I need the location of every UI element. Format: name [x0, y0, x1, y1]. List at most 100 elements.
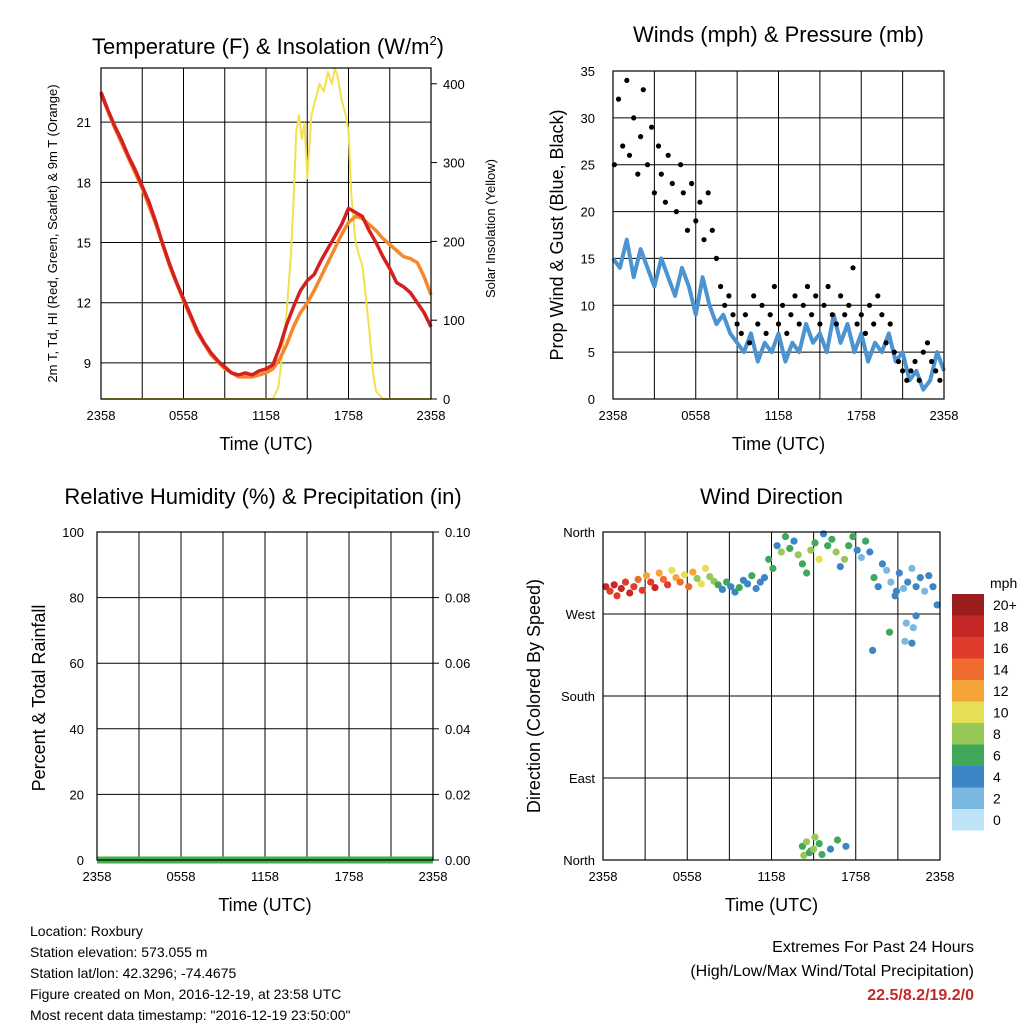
legend-swatch — [952, 615, 984, 637]
x-tick-label: 1158 — [251, 869, 279, 884]
gust-point — [669, 180, 675, 187]
direction-point — [765, 555, 773, 563]
y2-axis-label: Solar Insolation (Yellow) — [483, 159, 498, 298]
gust-point — [665, 152, 671, 158]
gust-point — [788, 312, 794, 318]
direction-point — [842, 842, 850, 850]
direction-point — [727, 583, 735, 591]
gust-point — [809, 312, 815, 318]
direction-point — [803, 838, 811, 846]
direction-point — [810, 845, 818, 853]
direction-point — [777, 548, 785, 556]
direction-point — [862, 537, 870, 545]
legend-label: 12 — [993, 683, 1009, 699]
plot-frame — [96, 531, 434, 861]
gust-point — [829, 312, 835, 318]
y-tick-label: 21 — [77, 115, 91, 130]
y-tick-label: 0 — [588, 392, 595, 407]
x-axis-label: Time (UTC) — [218, 895, 311, 915]
y-tick-label: 30 — [581, 111, 595, 126]
direction-point — [748, 572, 756, 580]
gust-point — [697, 199, 703, 205]
direction-point — [638, 586, 646, 594]
extremes-block: Extremes For Past 24 Hours (High/Low/Max… — [690, 936, 974, 1008]
gust-point — [649, 124, 655, 130]
gust-point — [842, 312, 848, 318]
humidity-precipitation-panel: 2358 0558 1158 1758 2358 Time (UTC) 0 0.00 20 0.0… — [29, 484, 470, 915]
gust-point — [796, 321, 802, 327]
direction-point — [676, 578, 684, 586]
direction-point — [921, 587, 929, 595]
gust-point — [817, 321, 823, 327]
y-axis-label: Percent & Total Rainfall — [29, 605, 49, 792]
gust-point — [895, 358, 902, 365]
y-tick-label: 40 — [70, 722, 84, 737]
direction-point — [811, 539, 819, 547]
gust-point — [821, 302, 827, 308]
gust-point — [871, 321, 877, 327]
x-tick-label: 1758 — [335, 869, 364, 884]
gust-point — [730, 312, 736, 318]
direction-point — [853, 546, 861, 554]
x-tick-label: 2358 — [930, 408, 959, 423]
gust-point — [651, 190, 658, 196]
direction-point — [909, 624, 917, 632]
direction-point — [869, 646, 877, 655]
direction-point — [621, 578, 630, 586]
direction-point — [866, 548, 874, 556]
direction-point — [714, 581, 722, 589]
gust-point — [673, 209, 680, 215]
y2-tick-label: 300 — [443, 156, 465, 171]
direction-point — [617, 584, 625, 593]
direction-point — [769, 564, 777, 573]
y-tick-label: 18 — [77, 175, 91, 190]
direction-point — [832, 548, 840, 556]
direction-point — [908, 564, 916, 573]
direction-point — [811, 833, 819, 841]
y2-tick-label: 100 — [443, 313, 465, 328]
direction-point — [807, 546, 815, 554]
direction-point — [892, 587, 901, 595]
gust-point — [626, 152, 633, 158]
direction-point — [887, 578, 895, 586]
legend-swatch — [952, 701, 984, 723]
direction-point — [874, 583, 882, 591]
direction-point — [642, 572, 651, 580]
x-tick-label: 0558 — [673, 869, 702, 884]
direction-point — [701, 564, 710, 573]
legend-label: 2 — [993, 791, 1001, 807]
y-tick-label: 35 — [581, 64, 595, 79]
gust-point — [620, 143, 626, 149]
direction-point — [794, 551, 802, 559]
gust-point — [678, 162, 684, 168]
legend-title: mph — [990, 575, 1017, 591]
chart-title: Wind Direction — [700, 484, 843, 509]
gust-point — [912, 358, 918, 365]
gust-point — [937, 377, 943, 383]
latlon-label: Station lat/lon: 42.3296; -74.4675 — [30, 965, 237, 981]
legend-swatch — [952, 766, 984, 788]
x-tick-label: 1758 — [841, 869, 870, 884]
direction-point — [693, 574, 701, 583]
y-tick-label: 9 — [84, 356, 91, 371]
direction-point — [626, 589, 634, 597]
direction-point — [833, 836, 842, 844]
elevation-label: Station elevation: 573.055 m — [30, 944, 208, 960]
gust-point — [780, 302, 786, 308]
chart-title: Relative Humidity (%) & Precipitation (i… — [64, 484, 461, 509]
direction-point — [659, 575, 668, 584]
y-tick-label: 15 — [77, 236, 91, 251]
gust-point — [825, 283, 831, 290]
direction-point — [901, 637, 909, 645]
direction-point — [655, 569, 663, 577]
title-end: ) — [437, 34, 444, 59]
gust-point — [658, 171, 664, 177]
created-label: Figure created on Mon, 2016-12-19, at 23… — [30, 986, 342, 1002]
gust-point — [662, 199, 669, 205]
direction-point — [697, 580, 705, 588]
gust-point — [916, 377, 922, 383]
y-tick-label: South — [561, 689, 595, 704]
x-tick-label: 1158 — [252, 408, 280, 423]
y2-tick-label: 0 — [443, 392, 450, 407]
